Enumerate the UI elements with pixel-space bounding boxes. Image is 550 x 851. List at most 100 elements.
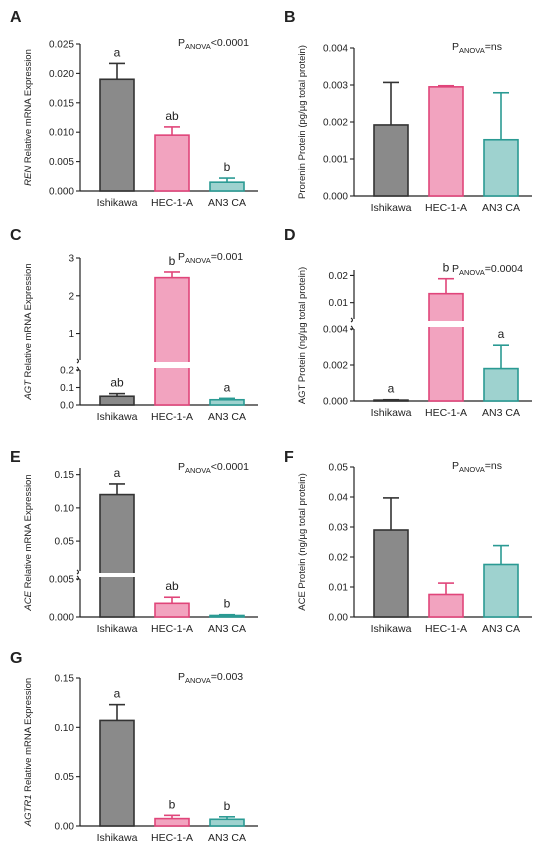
x-tick-label: AN3 CA: [208, 411, 246, 423]
y-tick-label: 0.05: [329, 463, 349, 474]
significance-letter: a: [224, 380, 231, 394]
y-axis-label-gene: ACE: [23, 590, 34, 611]
anova-p: P: [178, 461, 185, 473]
x-tick-label: HEC-1-A: [425, 407, 467, 419]
y-axis-label: AGT Protein (ng/µg total protein): [297, 267, 308, 404]
axis-break-mark: [76, 358, 80, 364]
panel-letter: G: [10, 650, 22, 667]
y-tick-label: 0.002: [323, 361, 348, 372]
anova-p-value: PANOVA<0.0001: [178, 461, 249, 475]
y-tick-label: 0.15: [55, 674, 75, 685]
significance-letter: a: [114, 466, 121, 480]
y-tick-label: 3: [68, 254, 74, 265]
y-axis-label-text: Relative mRNA Expression: [23, 678, 34, 795]
anova-subscript: ANOVA: [185, 256, 211, 265]
x-tick-label: AN3 CA: [482, 202, 520, 214]
y-axis-label-gene: REN: [23, 166, 34, 186]
y-axis-label-gene: AGT: [23, 379, 34, 401]
x-tick-label: Ishikawa: [97, 832, 138, 844]
anova-value: <0.0001: [211, 37, 249, 49]
y-tick-label: 0.015: [49, 98, 74, 109]
anova-value: =0.001: [211, 251, 244, 263]
y-tick-label: 0.05: [55, 772, 75, 783]
x-tick-label: AN3 CA: [208, 623, 246, 635]
y-tick-label: 0.000: [323, 397, 348, 408]
y-tick-label: 0.10: [55, 503, 75, 514]
bar: [154, 602, 190, 618]
bar: [209, 398, 245, 406]
axis-break-gap: [356, 321, 532, 327]
significance-letter: b: [169, 254, 176, 268]
y-tick-label: 0.000: [49, 187, 74, 198]
y-tick-label: 0.01: [329, 583, 349, 594]
anova-p: P: [452, 263, 459, 275]
y-tick-label: 0.000: [49, 613, 74, 624]
y-tick-label: 0.1: [60, 383, 74, 394]
x-tick-label: HEC-1-A: [151, 411, 193, 423]
y-tick-label: 0.02: [329, 271, 349, 282]
x-tick-label: Ishikawa: [97, 197, 138, 209]
x-tick-label: HEC-1-A: [151, 832, 193, 844]
bar: [428, 86, 464, 197]
y-tick-label: 0.020: [49, 69, 74, 80]
anova-p-value: PANOVA=0.003: [178, 671, 243, 685]
y-tick-label: 0.00: [55, 822, 75, 833]
x-tick-label: AN3 CA: [208, 197, 246, 209]
panel-f: F 0.00 0.01 0.02 0.03 0.04 0.05 ACE Protein (ng…: [284, 449, 532, 635]
x-tick-label: AN3 CA: [482, 407, 520, 419]
x-tick-label: AN3 CA: [482, 623, 520, 635]
y-tick-label: 0.010: [49, 128, 74, 139]
anova-subscript: ANOVA: [459, 268, 485, 277]
significance-letter: ab: [165, 109, 179, 123]
axis-break-gap: [82, 573, 258, 577]
anova-value: =ns: [485, 460, 502, 472]
bar: [99, 395, 135, 406]
y-tick-label: 0.004: [323, 325, 348, 336]
y-axis-label: AGTR1 Relative mRNA Expression: [23, 678, 34, 827]
bar: [483, 367, 519, 402]
bar: [209, 614, 245, 618]
anova-value: =ns: [485, 41, 502, 53]
anova-p-value: PANOVA=0.0004: [452, 263, 523, 277]
panel-letter: C: [10, 227, 22, 244]
bar: [99, 493, 135, 618]
x-tick-label: AN3 CA: [208, 832, 246, 844]
panel-e: E 0.000 0.005 0.05 0.10 0.15 ACE Relative mRNA…: [10, 449, 258, 635]
significance-letter: a: [498, 327, 505, 341]
significance-letter: a: [114, 45, 121, 59]
y-tick-label: 0.00: [329, 613, 349, 624]
panel-a: A 0.000 0.005 0.010 0.015 0.020 0.025 REN Relat…: [10, 9, 258, 209]
bar: [483, 138, 519, 197]
y-axis-label: ACE Relative mRNA Expression: [23, 474, 34, 611]
bar: [428, 593, 464, 618]
y-axis-label-text: Prorenin Protein (pg/µg total protein): [297, 45, 308, 199]
x-tick-label: HEC-1-A: [151, 197, 193, 209]
anova-value: <0.0001: [211, 461, 249, 473]
significance-letter: b: [443, 261, 450, 275]
bar: [154, 276, 190, 406]
panel-g: G 0.00 0.05 0.10 0.15 AGTR1 Relative mRNA Exp…: [10, 650, 258, 844]
y-tick-label: 2: [68, 291, 74, 302]
anova-p: P: [452, 41, 459, 53]
bar: [154, 134, 190, 192]
significance-letter: a: [388, 382, 395, 396]
y-tick-label: 0.03: [329, 523, 349, 534]
y-axis-label-gene: AGTR1: [23, 795, 34, 828]
y-axis-label-text: Relative mRNA Expression: [23, 474, 34, 591]
anova-value: =0.003: [211, 671, 244, 683]
y-tick-label: 0.04: [329, 493, 349, 504]
x-tick-label: Ishikawa: [371, 407, 412, 419]
bar: [373, 124, 409, 197]
y-tick-label: 0.001: [323, 155, 348, 166]
y-tick-label: 1: [68, 329, 74, 340]
x-tick-label: Ishikawa: [371, 623, 412, 635]
y-axis-label: AGT Relative mRNA Expression: [23, 263, 34, 400]
panel-letter: A: [10, 9, 22, 26]
anova-p-value: PANOVA=ns: [452, 41, 502, 55]
y-tick-label: 0.025: [49, 40, 74, 51]
y-tick-label: 0.02: [329, 553, 349, 564]
y-axis-label-text: AGT Protein (ng/µg total protein): [297, 267, 308, 404]
anova-subscript: ANOVA: [185, 466, 211, 475]
panel-b: B 0.000 0.001 0.002 0.003 0.004 Prorenin Prote…: [284, 9, 532, 214]
